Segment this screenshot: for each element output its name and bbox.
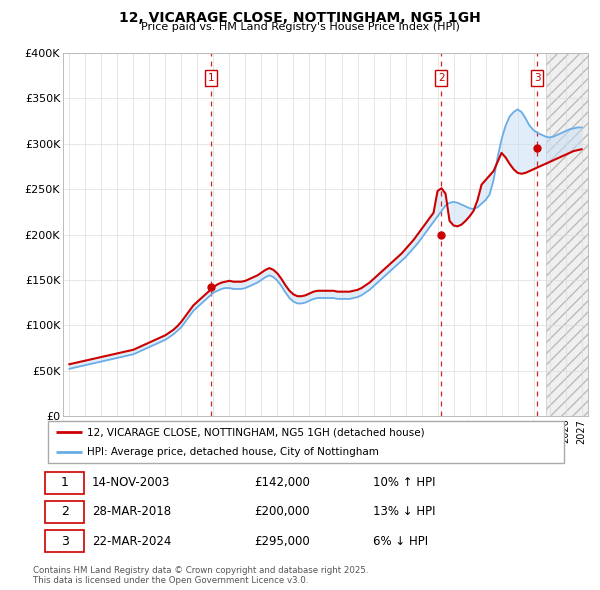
Text: Contains HM Land Registry data © Crown copyright and database right 2025.
This d: Contains HM Land Registry data © Crown c… (33, 566, 368, 585)
Text: £142,000: £142,000 (254, 476, 310, 489)
Text: 28-MAR-2018: 28-MAR-2018 (92, 505, 171, 519)
FancyBboxPatch shape (46, 501, 84, 523)
Text: £295,000: £295,000 (254, 535, 310, 548)
Text: 12, VICARAGE CLOSE, NOTTINGHAM, NG5 1GH (detached house): 12, VICARAGE CLOSE, NOTTINGHAM, NG5 1GH … (86, 427, 424, 437)
Text: 12, VICARAGE CLOSE, NOTTINGHAM, NG5 1GH: 12, VICARAGE CLOSE, NOTTINGHAM, NG5 1GH (119, 11, 481, 25)
FancyBboxPatch shape (48, 421, 564, 463)
Text: 2: 2 (438, 73, 445, 83)
Text: 13% ↓ HPI: 13% ↓ HPI (373, 505, 436, 519)
FancyBboxPatch shape (46, 530, 84, 552)
Text: 3: 3 (534, 73, 541, 83)
Text: £200,000: £200,000 (254, 505, 310, 519)
Text: 3: 3 (61, 535, 69, 548)
Text: 22-MAR-2024: 22-MAR-2024 (92, 535, 171, 548)
Text: 10% ↑ HPI: 10% ↑ HPI (373, 476, 436, 489)
FancyBboxPatch shape (46, 471, 84, 493)
Text: 6% ↓ HPI: 6% ↓ HPI (373, 535, 428, 548)
Text: HPI: Average price, detached house, City of Nottingham: HPI: Average price, detached house, City… (86, 447, 379, 457)
Text: 1: 1 (208, 73, 215, 83)
Text: Price paid vs. HM Land Registry's House Price Index (HPI): Price paid vs. HM Land Registry's House … (140, 22, 460, 32)
Polygon shape (545, 53, 588, 416)
Text: 1: 1 (61, 476, 69, 489)
Text: 14-NOV-2003: 14-NOV-2003 (92, 476, 170, 489)
Text: 2: 2 (61, 505, 69, 519)
